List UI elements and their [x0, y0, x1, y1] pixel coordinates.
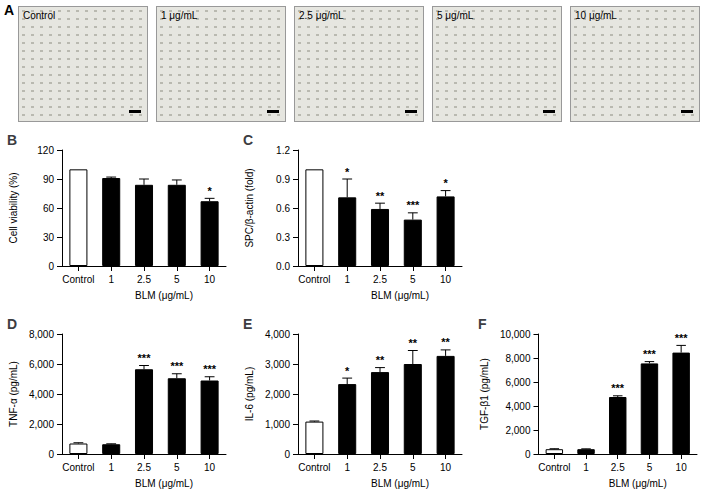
svg-text:0: 0	[48, 449, 54, 460]
svg-text:4,000: 4,000	[29, 389, 54, 400]
svg-text:0.0: 0.0	[276, 261, 290, 272]
svg-text:10: 10	[204, 462, 216, 473]
svg-text:Control: Control	[538, 462, 570, 473]
svg-text:1: 1	[344, 274, 350, 285]
svg-text:8,000: 8,000	[505, 353, 530, 364]
svg-text:0: 0	[284, 449, 290, 460]
svg-text:**: **	[376, 190, 385, 202]
html-text:Control: Control	[23, 10, 56, 21]
svg-text:5: 5	[174, 462, 180, 473]
svg-text:1: 1	[583, 462, 589, 473]
svg-text:2.5: 2.5	[373, 274, 387, 285]
svg-text:BLM (μg/mL): BLM (μg/mL)	[135, 290, 193, 301]
svg-text:BLM (μg/mL): BLM (μg/mL)	[135, 478, 193, 489]
svg-text:120: 120	[37, 145, 54, 156]
svg-text:IL-6 (pg/mL): IL-6 (pg/mL)	[244, 367, 255, 421]
svg-text:C: C	[243, 132, 253, 148]
svg-text:0.9: 0.9	[276, 174, 290, 185]
svg-text:TNF-α (pg/mL): TNF-α (pg/mL)	[8, 361, 19, 427]
svg-text:2.5: 2.5	[611, 462, 625, 473]
html-text:2.5 μg/mL: 2.5 μg/mL	[299, 10, 344, 21]
svg-text:**: **	[376, 354, 385, 366]
html-text:A: A	[4, 2, 15, 18]
svg-text:90: 90	[43, 174, 55, 185]
svg-text:*: *	[443, 177, 448, 189]
svg-text:2.5: 2.5	[137, 462, 151, 473]
svg-text:2,000: 2,000	[265, 389, 290, 400]
svg-text:1.2: 1.2	[276, 145, 290, 156]
svg-text:30: 30	[43, 232, 55, 243]
svg-text:**: **	[441, 336, 450, 348]
html-text:10 μg/mL: 10 μg/mL	[575, 10, 617, 21]
svg-text:*: *	[345, 166, 350, 178]
svg-text:BLM (μg/mL): BLM (μg/mL)	[371, 478, 429, 489]
svg-text:1: 1	[108, 274, 114, 285]
svg-text:***: ***	[406, 199, 420, 211]
svg-text:10: 10	[204, 274, 216, 285]
svg-text:8,000: 8,000	[29, 329, 54, 340]
svg-text:***: ***	[643, 348, 657, 360]
svg-text:6,000: 6,000	[29, 359, 54, 370]
svg-text:5: 5	[647, 462, 653, 473]
svg-text:Cell viability (%): Cell viability (%)	[8, 172, 19, 243]
svg-text:3,000: 3,000	[265, 359, 290, 370]
svg-text:SPC/β-actin (fold): SPC/β-actin (fold)	[244, 168, 255, 247]
svg-text:E: E	[243, 316, 252, 332]
svg-text:BLM (μg/mL): BLM (μg/mL)	[371, 290, 429, 301]
svg-text:*: *	[207, 185, 212, 197]
svg-text:TGF-β1 (pg/mL): TGF-β1 (pg/mL)	[479, 358, 490, 430]
svg-text:**: **	[409, 337, 418, 349]
svg-text:5: 5	[410, 462, 416, 473]
svg-text:0: 0	[525, 449, 531, 460]
svg-text:0: 0	[48, 261, 54, 272]
svg-text:10,000: 10,000	[500, 329, 531, 340]
svg-text:1: 1	[344, 462, 350, 473]
html-text:5 μg/mL: 5 μg/mL	[437, 10, 474, 21]
svg-text:***: ***	[611, 382, 625, 394]
svg-text:2.5: 2.5	[373, 462, 387, 473]
svg-text:Control: Control	[298, 274, 330, 285]
svg-text:2,000: 2,000	[29, 419, 54, 430]
svg-text:2,000: 2,000	[505, 425, 530, 436]
svg-text:Control: Control	[62, 462, 94, 473]
svg-text:Control: Control	[298, 462, 330, 473]
svg-text:***: ***	[203, 363, 217, 375]
svg-text:D: D	[7, 316, 17, 332]
svg-text:***: ***	[138, 352, 152, 364]
svg-text:10: 10	[440, 274, 452, 285]
svg-text:10: 10	[676, 462, 688, 473]
svg-text:F: F	[478, 316, 487, 332]
svg-text:B: B	[7, 132, 17, 148]
svg-text:1: 1	[108, 462, 114, 473]
svg-text:*: *	[345, 365, 350, 377]
svg-text:Control: Control	[62, 274, 94, 285]
svg-text:5: 5	[410, 274, 416, 285]
svg-text:4,000: 4,000	[505, 401, 530, 412]
svg-text:2.5: 2.5	[137, 274, 151, 285]
svg-text:6,000: 6,000	[505, 377, 530, 388]
svg-text:***: ***	[170, 360, 184, 372]
svg-text:4,000: 4,000	[265, 329, 290, 340]
svg-text:***: ***	[675, 332, 689, 344]
svg-text:10: 10	[440, 462, 452, 473]
svg-text:0.3: 0.3	[276, 232, 290, 243]
svg-text:60: 60	[43, 203, 55, 214]
html-text:1 μg/mL: 1 μg/mL	[161, 10, 198, 21]
svg-text:1,000: 1,000	[265, 419, 290, 430]
svg-text:0.6: 0.6	[276, 203, 290, 214]
svg-text:BLM (μg/mL): BLM (μg/mL)	[609, 478, 667, 489]
svg-text:5: 5	[174, 274, 180, 285]
